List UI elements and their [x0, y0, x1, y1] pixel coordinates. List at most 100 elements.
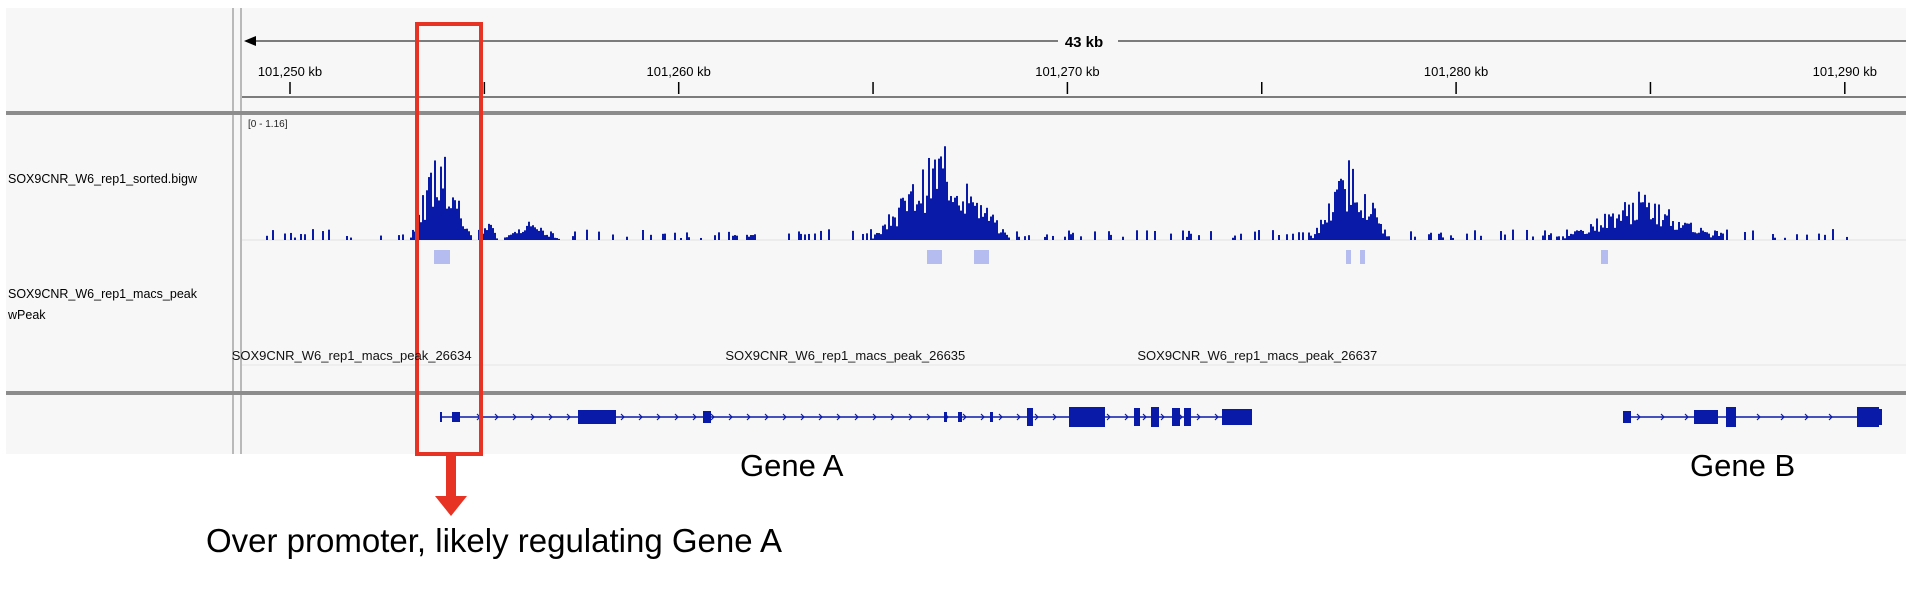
coverage-bar [1846, 236, 1848, 240]
coverage-bar [898, 207, 900, 240]
coverage-bar [1070, 234, 1072, 240]
coverage-bar [346, 235, 348, 240]
name-column-divider [232, 8, 234, 454]
coverage-bar [1532, 236, 1534, 240]
gene-a-model [440, 407, 1252, 427]
exon [944, 412, 947, 422]
peak-label[interactable]: SOX9CNR_W6_rep1_macs_peak_26634 [231, 348, 472, 363]
strand-arrow-icon [764, 413, 769, 421]
strand-arrow-icon [1684, 413, 1689, 421]
coverage-bar [1286, 234, 1288, 240]
coverage-bar [914, 210, 916, 240]
coverage-bar [1474, 230, 1476, 240]
coverage-bar [412, 229, 414, 240]
coverage-bar [964, 213, 966, 240]
coverage-bar [1662, 220, 1664, 240]
peak-label[interactable]: SOX9CNR_W6_rep1_macs_peak_26637 [1137, 348, 1378, 363]
coverage-bar [1234, 235, 1236, 240]
coverage-bar [1580, 229, 1582, 240]
strand-arrow-icon [1142, 413, 1147, 421]
coverage-bar [1544, 230, 1546, 240]
coverage-bar [728, 231, 730, 240]
coverage-bar [1512, 229, 1514, 240]
exon [990, 412, 993, 422]
ruler-tick-label: 101,250 kb [258, 64, 322, 79]
coverage-bar [754, 234, 756, 240]
strand-arrow-icon [656, 413, 661, 421]
coverage-bar [934, 159, 936, 240]
coverage-bar [1714, 230, 1716, 240]
coverage-bar [322, 231, 324, 240]
ruler-track[interactable]: 43 kb 101,250 kb 101,260 kb 101,270 kb 101,… [242, 34, 1906, 98]
coverage-bar [974, 205, 976, 240]
peak-block [974, 250, 989, 264]
peak-label[interactable]: SOX9CNR_W6_rep1_macs_peak_26635 [725, 348, 966, 363]
strand-arrow-icon [566, 413, 571, 421]
coverage-bar [1598, 231, 1600, 240]
coverage-bar [1578, 230, 1580, 240]
strand-arrow-icon [800, 413, 805, 421]
coverage-bar [1384, 229, 1386, 240]
strand-arrow-icon [854, 413, 859, 421]
coverage-bar [462, 226, 464, 240]
strand-arrow-icon [1660, 413, 1665, 421]
coverage-bar [1308, 232, 1310, 240]
coverage-bar [820, 230, 822, 240]
coverage-bar [1006, 234, 1008, 240]
coverage-bar [970, 196, 972, 240]
coverage-bar [1694, 232, 1696, 240]
coverage-bar [952, 202, 954, 240]
bigwig-track-name[interactable]: SOX9CNR_W6_rep1_sorted.bigw [8, 172, 197, 186]
coverage-bar [662, 233, 664, 240]
coverage-bar [1344, 189, 1346, 240]
coverage-bar [1350, 204, 1352, 240]
coverage-bar [930, 198, 932, 240]
coverage-bar [1772, 234, 1774, 240]
coverage-bar [894, 217, 896, 240]
coverage-bar [664, 233, 666, 240]
bigwig-track[interactable] [242, 146, 1906, 241]
gene-track[interactable] [440, 407, 1882, 427]
coverage-bar [1680, 227, 1682, 240]
coverage-bar [1574, 231, 1576, 240]
coverage-bar [996, 220, 998, 240]
coverage-bar [1298, 232, 1300, 240]
coverage-bar [466, 228, 468, 240]
coverage-bar [1336, 189, 1338, 240]
coverage-bar [524, 230, 526, 240]
coverage-bar [1824, 234, 1826, 240]
coverage-bar [1646, 207, 1648, 240]
coverage-bar [750, 235, 752, 240]
coverage-bar [960, 210, 962, 240]
coverage-bar [1318, 233, 1320, 240]
coverage-bar [1044, 236, 1046, 240]
coverage-bar [1170, 233, 1172, 240]
coverage-bar [572, 236, 574, 240]
coverage-bar [1568, 235, 1570, 240]
coverage-bar [1582, 230, 1584, 240]
coverage-bar [520, 233, 522, 240]
strand-arrow-icon [1106, 413, 1111, 421]
coverage-bar [874, 234, 876, 240]
coverage-bar [528, 221, 530, 240]
peak-block [927, 250, 942, 264]
coverage-bar [1634, 220, 1636, 240]
peak-track[interactable] [242, 250, 1906, 366]
strand-arrow-icon [1124, 413, 1129, 421]
peak-track-name[interactable]: SOX9CNR_W6_rep1_macs_peak wPeak [8, 287, 197, 322]
coverage-bar [1438, 233, 1440, 240]
coverage-bar [1784, 237, 1786, 240]
coverage-bar [800, 233, 802, 240]
coverage-bar [890, 225, 892, 240]
coverage-bar [998, 233, 1000, 240]
coverage-bar [496, 238, 498, 240]
coverage-bar [916, 204, 918, 240]
coverage-bar [1806, 234, 1808, 240]
coverage-bar [1080, 236, 1082, 240]
coverage-bar [518, 229, 520, 240]
coverage-bar [422, 195, 424, 240]
coverage-bar [1688, 223, 1690, 240]
strand-arrow-icon [530, 413, 535, 421]
coverage-bar [688, 237, 690, 240]
